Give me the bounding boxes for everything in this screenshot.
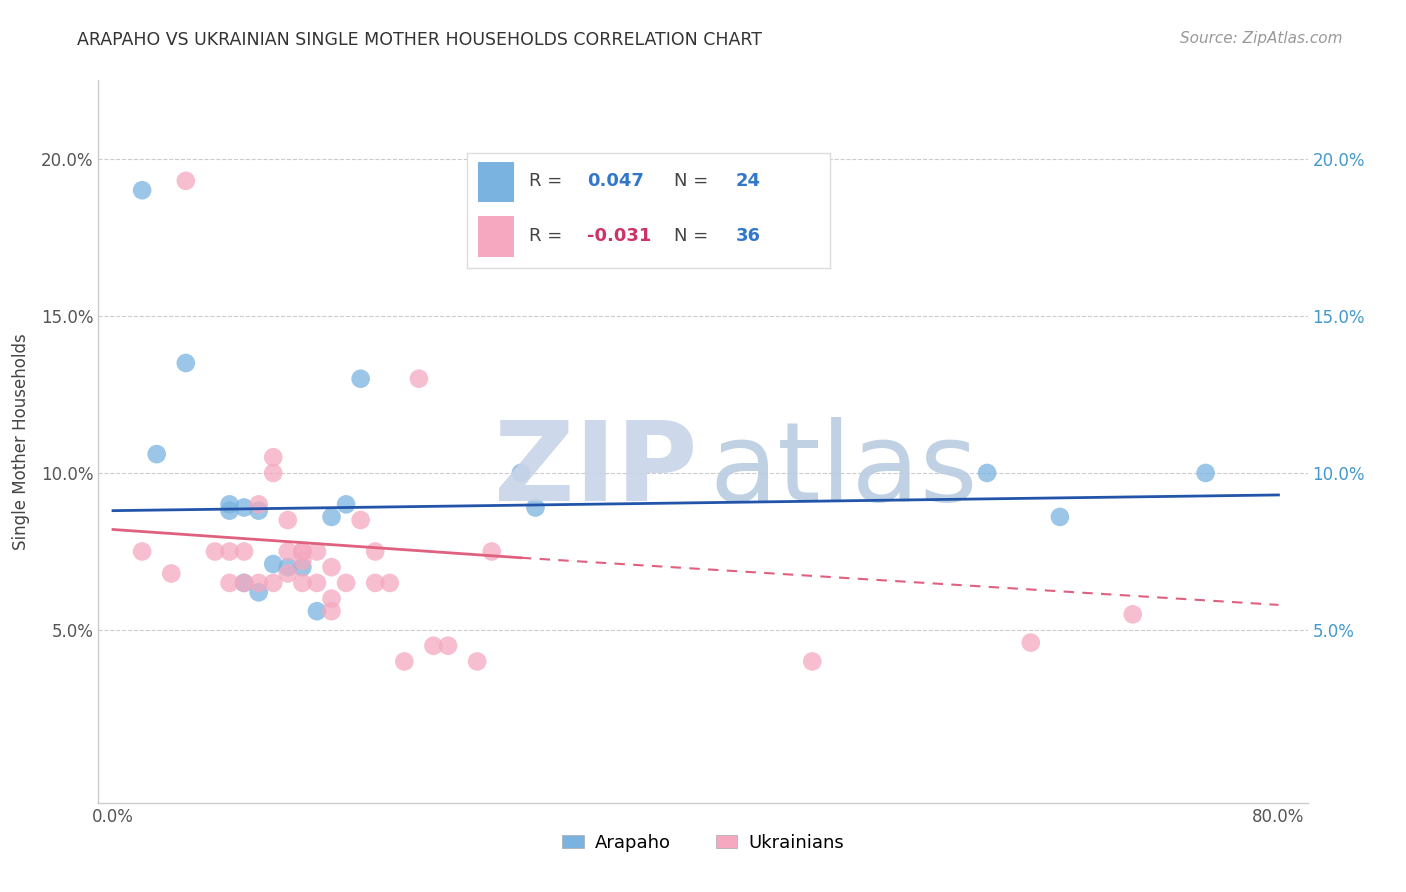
Point (976, 466, 998, 480)
Point (305, 544, 328, 558)
Point (335, 575, 357, 590)
Point (422, 639, 444, 653)
Point (262, 450, 284, 465)
Point (378, 575, 401, 590)
Point (277, 513, 299, 527)
Point (408, 372, 430, 386)
Point (174, 356, 197, 370)
Point (233, 575, 256, 590)
Point (1122, 607, 1144, 622)
Point (233, 544, 256, 558)
Point (335, 497, 357, 511)
Point (277, 544, 299, 558)
Point (437, 639, 460, 653)
Point (247, 503, 270, 517)
Point (277, 566, 299, 581)
Point (394, 655, 416, 669)
Point (321, 560, 343, 574)
Point (1049, 510, 1071, 524)
Point (291, 544, 314, 558)
Point (262, 466, 284, 480)
Point (321, 604, 343, 618)
Point (350, 372, 373, 386)
Text: Source: ZipAtlas.com: Source: ZipAtlas.com (1180, 31, 1343, 46)
Point (131, 544, 153, 558)
Point (291, 575, 314, 590)
Point (481, 544, 503, 558)
Point (277, 560, 299, 574)
Legend: Arapaho, Ukrainians: Arapaho, Ukrainians (555, 826, 851, 859)
Point (1194, 466, 1216, 480)
Point (204, 544, 226, 558)
Text: ZIP: ZIP (494, 417, 697, 524)
Point (321, 591, 343, 606)
Point (364, 544, 387, 558)
Point (247, 585, 270, 599)
Point (305, 575, 328, 590)
Point (509, 466, 531, 480)
Point (305, 604, 328, 618)
Point (291, 554, 314, 568)
Point (291, 544, 314, 558)
Point (247, 575, 270, 590)
Point (262, 557, 284, 571)
Point (233, 500, 256, 515)
Point (218, 544, 240, 558)
Point (145, 447, 167, 461)
Point (218, 575, 240, 590)
Y-axis label: Single Mother Households: Single Mother Households (11, 334, 30, 549)
Point (233, 575, 256, 590)
Point (131, 183, 153, 197)
Point (247, 497, 270, 511)
Text: ARAPAHO VS UKRAINIAN SINGLE MOTHER HOUSEHOLDS CORRELATION CHART: ARAPAHO VS UKRAINIAN SINGLE MOTHER HOUSE… (77, 31, 762, 49)
Point (350, 513, 373, 527)
Point (321, 510, 343, 524)
Point (524, 500, 547, 515)
Point (1019, 635, 1042, 649)
Point (364, 575, 387, 590)
Point (218, 503, 240, 517)
Point (160, 566, 183, 581)
Point (218, 497, 240, 511)
Point (291, 560, 314, 574)
Text: atlas: atlas (709, 417, 977, 524)
Point (465, 655, 488, 669)
Point (801, 655, 824, 669)
Point (262, 575, 284, 590)
Point (174, 174, 197, 188)
